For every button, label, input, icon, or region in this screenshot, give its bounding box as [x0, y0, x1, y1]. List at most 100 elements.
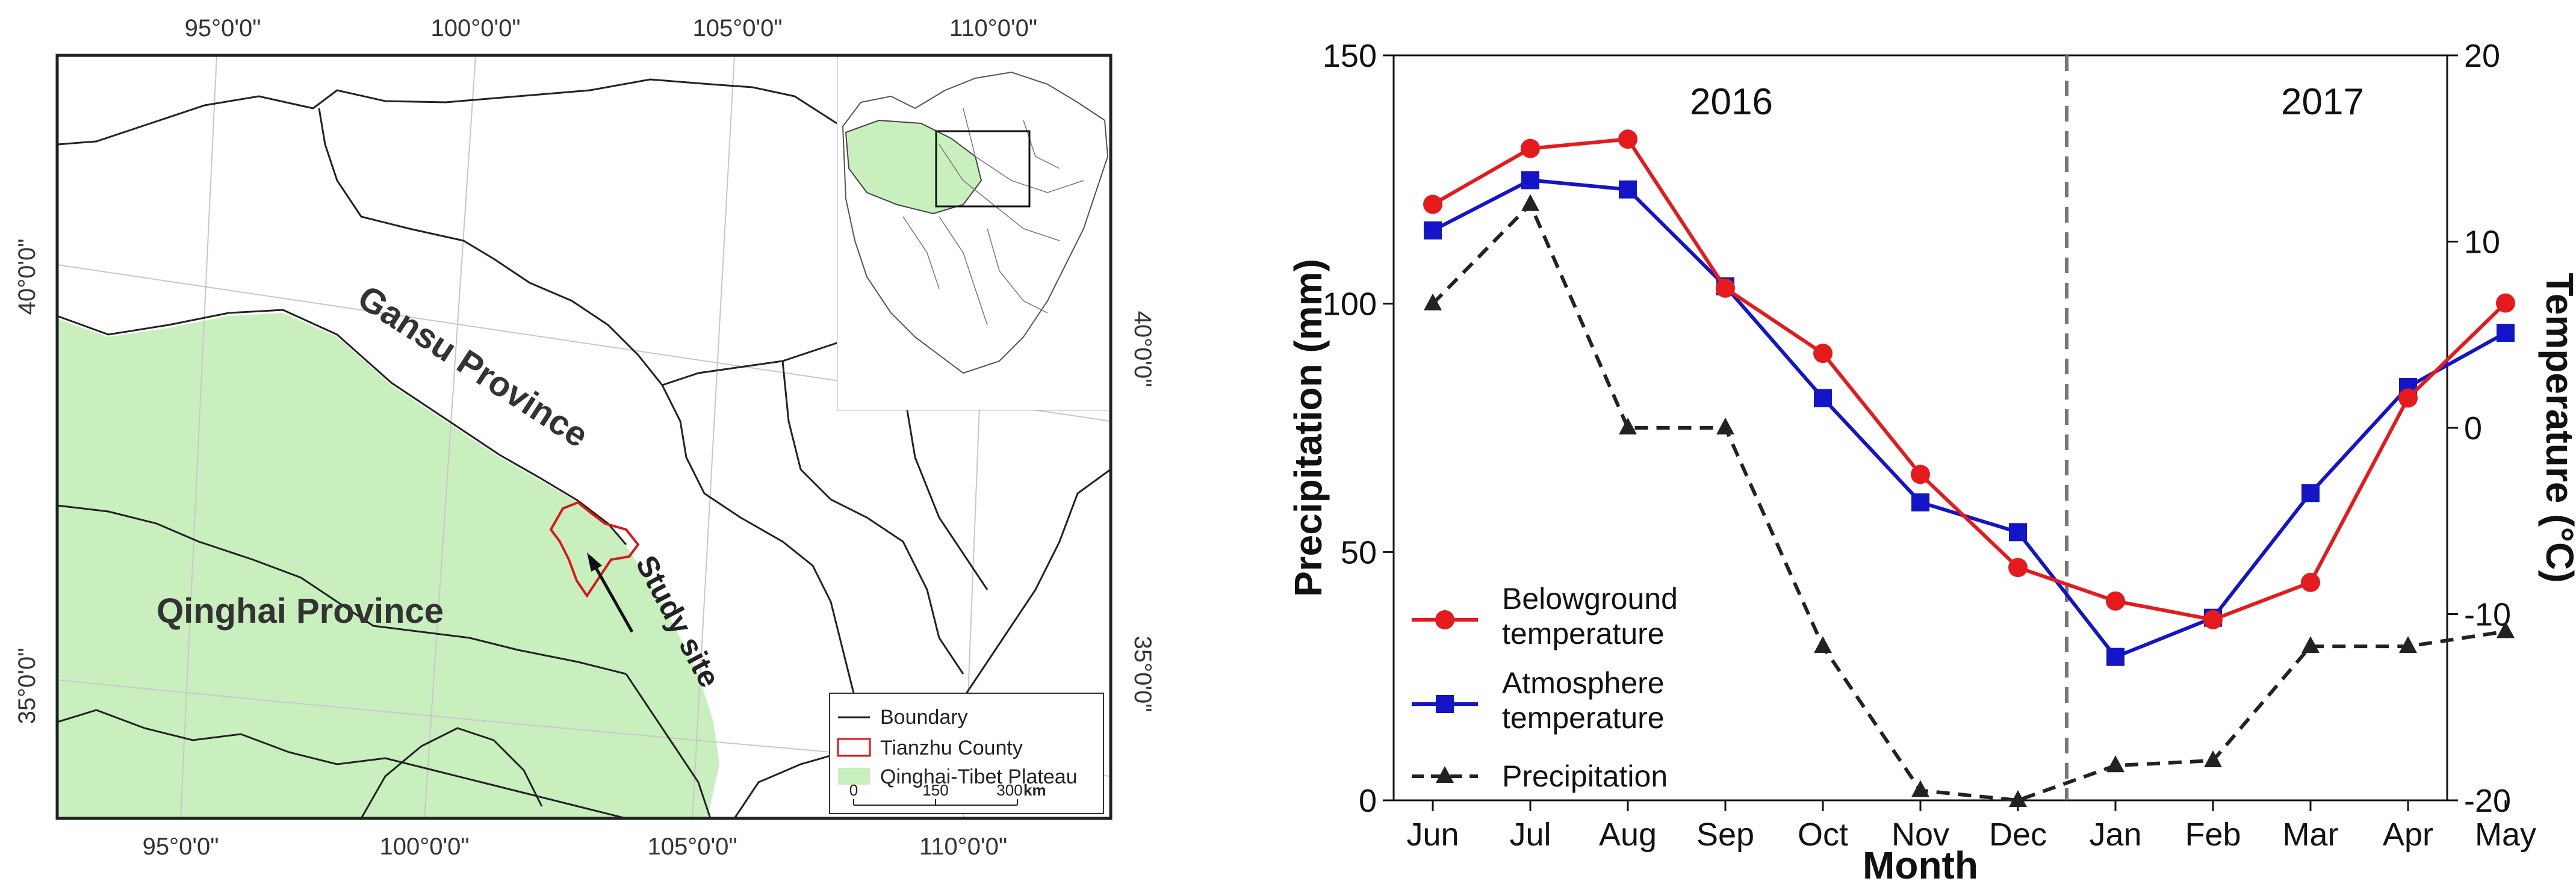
legend-belowground-temperature-marker [1435, 610, 1454, 629]
atmosphere-temperature-point [1619, 180, 1637, 199]
legend-precipitation-label: Precipitation [1502, 759, 1668, 793]
tianzhu-county [549, 501, 640, 598]
belowground-temperature-point [1716, 278, 1735, 298]
legend-atmosphere-temperature-label: temperature [1502, 701, 1665, 735]
belowground-temperature-point [2398, 388, 2418, 408]
y2-tick-label: 0 [2464, 410, 2482, 446]
belowground-temperature-point [2496, 293, 2515, 313]
study-site-arrow [591, 561, 634, 633]
legend-precipitation-marker [1436, 766, 1454, 783]
legend-plateau-swatch [838, 768, 870, 785]
lon-label-bottom-105: 105°0'0" [647, 833, 737, 860]
x-tick-label: Jan [2089, 817, 2141, 853]
belowground-temperature-point [1423, 194, 1442, 214]
atmosphere-temperature-point [2301, 484, 2320, 502]
y-tick-label: 0 [1359, 783, 1377, 819]
x-tick-label: May [2475, 817, 2536, 853]
scale-tick-150: 150 [922, 781, 948, 799]
y-tick-label: 100 [1323, 286, 1377, 323]
belowground-temperature-line [1432, 137, 2507, 622]
atmosphere-temperature-point [2009, 523, 2027, 542]
y-tick-label: 50 [1341, 534, 1377, 570]
lat-label-right-35: 35°0'0" [1129, 636, 1156, 712]
year-label-2016: 2016 [1690, 81, 1773, 123]
inset-china-outline [842, 71, 1109, 374]
x-tick-label: Nov [1892, 817, 1949, 853]
map-legend: Boundary Tianzhu County Qinghai-Tibet Pl… [829, 693, 1104, 814]
chart-legend: BelowgroundtemperatureAtmospheretemperat… [1412, 582, 1678, 793]
precipitation-point [2301, 636, 2320, 654]
legend-plateau-label: Qinghai-Tibet Plateau [880, 765, 1078, 788]
precipitation-point [2204, 750, 2222, 767]
legend-boundary-label: Boundary [880, 706, 968, 729]
x-tick-label: Jun [1406, 817, 1459, 853]
belowground-temperature-point [1813, 344, 1833, 363]
atmosphere-temperature-point [1814, 389, 1832, 407]
y2-tick-label: 20 [2464, 38, 2500, 74]
lon-label-bottom-95: 95°0'0" [143, 833, 219, 860]
precipitation-point [1814, 636, 1832, 654]
lat-label-right-40: 40°0'0" [1129, 311, 1156, 388]
precipitation-point [1619, 418, 1637, 434]
belowground-temperature-point [1521, 138, 1540, 158]
belowground-temperature-point [2008, 558, 2028, 578]
x-tick-label: Dec [1989, 817, 2047, 853]
legend-county-label: Tianzhu County [880, 737, 1023, 759]
scale-bar [853, 799, 1018, 806]
legend-atmosphere-temperature-label: Atmosphere [1502, 666, 1665, 700]
atmosphere-temperature-point [2497, 324, 2515, 342]
legend-belowground-temperature-label: temperature [1502, 617, 1665, 650]
y-tick-label: 150 [1323, 38, 1377, 74]
precipitation-point [1521, 194, 1539, 211]
precipitation-point [2399, 636, 2417, 654]
belowground-temperature-point [2203, 610, 2223, 629]
lon-label-top-100: 100°0'0" [430, 15, 520, 42]
scale-tick-0: 0 [849, 781, 858, 799]
x-axis-title: Month [1863, 844, 1978, 887]
lon-label-top-105: 105°0'0" [692, 15, 782, 42]
lon-label-top-110: 110°0'0" [949, 15, 1037, 42]
y2-tick-label: 10 [2464, 224, 2500, 261]
scale-tick-300: 300 [996, 781, 1022, 799]
legend-atmosphere-temperature-marker [1436, 695, 1454, 713]
year-label-2017: 2017 [2281, 81, 2364, 123]
x-tick-label: Oct [1798, 817, 1848, 853]
atmosphere-temperature-point [1911, 493, 1929, 511]
precipitation-point [1424, 293, 1442, 311]
lon-label-bottom-110: 110°0'0" [919, 833, 1007, 860]
belowground-temperature-point [2106, 591, 2125, 611]
y2-tick-label: -20 [2464, 783, 2511, 819]
qinghai-label: Qinghai Province [157, 592, 444, 631]
precipitation-line [1431, 201, 2506, 803]
atmosphere-temperature-point [1424, 221, 1442, 239]
x-tick-label: Aug [1599, 817, 1657, 853]
x-tick-label: Sep [1696, 817, 1754, 853]
x-tick-label: Mar [2283, 817, 2339, 853]
legend-county-swatch [837, 738, 871, 757]
precipitation-point [2106, 755, 2124, 773]
precipitation-point [1716, 418, 1734, 434]
x-tick-label: Feb [2185, 817, 2241, 853]
inset-provinces [902, 108, 1084, 326]
lat-label-left-35: 35°0'0" [14, 648, 40, 725]
lon-label-top-95: 95°0'0" [185, 15, 261, 42]
lat-label-left-40: 40°0'0" [14, 239, 40, 315]
belowground-temperature-point [1911, 465, 1930, 484]
atmosphere-temperature-point [1521, 171, 1539, 190]
plateau-area [57, 313, 719, 818]
chart-marks [1423, 129, 2515, 807]
belowground-temperature-point [1618, 129, 1637, 149]
inset-extent-box [935, 130, 1031, 208]
inset-map [837, 55, 1111, 410]
atmosphere-temperature-point [2106, 647, 2124, 666]
x-tick-label: Apr [2383, 817, 2433, 853]
x-tick-label: Jul [1509, 817, 1551, 853]
precipitation-point [1911, 780, 1929, 797]
legend-belowground-temperature-label: Belowground [1502, 582, 1678, 616]
atmosphere-temperature-line [1432, 178, 2507, 660]
precipitation-point [2009, 790, 2027, 807]
lon-label-bottom-100: 100°0'0" [379, 833, 469, 860]
inset-plateau [845, 119, 982, 215]
